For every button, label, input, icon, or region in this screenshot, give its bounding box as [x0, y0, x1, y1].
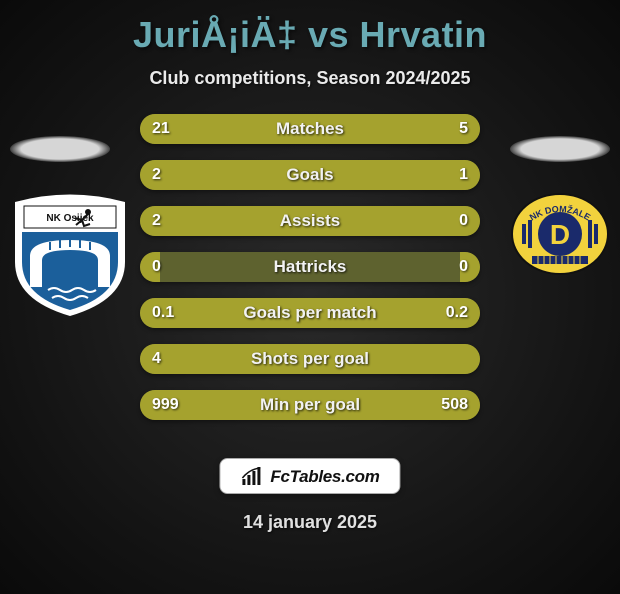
stat-row: 21 Matches 5: [140, 114, 480, 144]
stat-label: Matches: [140, 114, 480, 144]
stat-label: Hattricks: [140, 252, 480, 282]
stat-row: 0 Hattricks 0: [140, 252, 480, 282]
stat-right-value: 1: [459, 160, 468, 190]
stat-right-value: 0: [459, 252, 468, 282]
stat-label: Goals: [140, 160, 480, 190]
footer-site-text: FcTables.com: [270, 467, 379, 487]
date-text: 14 january 2025: [0, 512, 620, 533]
stat-row: 4 Shots per goal: [140, 344, 480, 374]
stat-label: Assists: [140, 206, 480, 236]
stat-right-value: 508: [441, 390, 468, 420]
stat-label: Shots per goal: [140, 344, 480, 374]
page-title: JuriÅ¡iÄ‡ vs Hrvatin: [0, 14, 620, 56]
stat-right-value: 0.2: [446, 298, 468, 328]
stat-label: Goals per match: [140, 298, 480, 328]
stat-row: 2 Assists 0: [140, 206, 480, 236]
stat-right-value: 5: [459, 114, 468, 144]
stat-row: 2 Goals 1: [140, 160, 480, 190]
stat-row: 0.1 Goals per match 0.2: [140, 298, 480, 328]
stat-row: 999 Min per goal 508: [140, 390, 480, 420]
stat-label: Min per goal: [140, 390, 480, 420]
stat-right-value: 0: [459, 206, 468, 236]
bar-chart-icon: [240, 467, 264, 487]
footer-site-badge: FcTables.com: [219, 458, 400, 494]
subtitle: Club competitions, Season 2024/2025: [0, 68, 620, 89]
stat-bars: 21 Matches 5 2 Goals 1 2 Assists 0 0 Hat…: [0, 114, 620, 436]
